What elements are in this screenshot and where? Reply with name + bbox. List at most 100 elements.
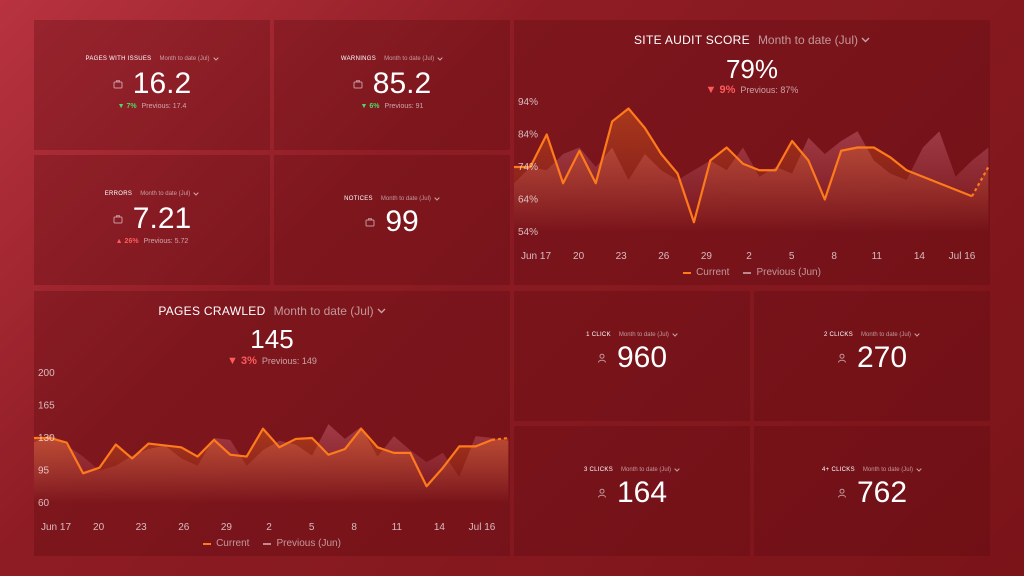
x-tick-label: 2 bbox=[746, 251, 752, 262]
tile-2-clicks[interactable]: 2 CLICKS Month to date (Jul) 270 bbox=[754, 291, 990, 421]
pages-crawled-value: 145 bbox=[250, 324, 294, 354]
chevron-down-icon bbox=[672, 333, 678, 337]
range-label: Month to date (Jul) bbox=[384, 56, 435, 62]
legend-current: Current bbox=[203, 538, 249, 549]
y-tick-label: 54% bbox=[518, 227, 538, 238]
y-tick-label: 130 bbox=[38, 433, 55, 444]
range-label: Month to date (Jul) bbox=[621, 467, 672, 473]
y-tick-label: 64% bbox=[518, 195, 538, 206]
site-audit-previous: Previous: 87% bbox=[740, 85, 799, 95]
x-tick-label: Jul 16 bbox=[469, 522, 496, 533]
briefcase-icon bbox=[353, 80, 363, 89]
chevron-down-icon bbox=[861, 37, 870, 43]
range-dropdown[interactable]: Month to date (Jul) bbox=[381, 196, 440, 202]
range-dropdown[interactable]: Month to date (Jul) bbox=[159, 56, 219, 62]
range-dropdown[interactable]: Month to date (Jul) bbox=[619, 332, 678, 338]
delta-badge: ▲ 26% bbox=[115, 238, 139, 245]
x-tick-label: Jul 16 bbox=[949, 251, 976, 262]
range-dropdown[interactable]: Month to date (Jul) bbox=[140, 191, 199, 197]
briefcase-icon bbox=[365, 218, 375, 227]
tile-warnings[interactable]: WARNINGS Month to date (Jul) 85.2 ▼ 6% P… bbox=[274, 20, 510, 150]
tile-notices[interactable]: NOTICES Month to date (Jul) 99 bbox=[274, 155, 510, 285]
user-icon bbox=[597, 488, 606, 498]
metric-value: 164 bbox=[616, 476, 668, 509]
chevron-down-icon bbox=[212, 57, 219, 61]
range-label: Month to date (Jul) bbox=[618, 332, 669, 338]
tile-title: ERRORS bbox=[104, 191, 133, 197]
tile-pages-crawled[interactable]: PAGES CRAWLED Month to date (Jul) 145 ▼ … bbox=[34, 291, 510, 556]
pages-crawled-previous: Previous: 149 bbox=[261, 356, 317, 366]
y-tick-label: 84% bbox=[518, 130, 538, 141]
previous-value: Previous: 17.4 bbox=[141, 103, 187, 110]
x-tick-label: 23 bbox=[136, 522, 148, 533]
briefcase-icon bbox=[113, 215, 123, 224]
x-tick-label: 11 bbox=[392, 522, 403, 533]
legend-previous: Previous (Jun) bbox=[263, 538, 341, 549]
tile-title: 4+ CLICKS bbox=[822, 467, 855, 473]
chevron-down-icon bbox=[377, 308, 386, 314]
chevron-down-icon bbox=[674, 468, 680, 472]
y-tick-label: 74% bbox=[518, 162, 538, 173]
delta-badge: ▼ 6% bbox=[360, 103, 380, 110]
previous-value: Previous: 91 bbox=[384, 103, 424, 110]
current-series-projection bbox=[491, 436, 509, 441]
y-tick-label: 165 bbox=[38, 401, 55, 412]
x-tick-label: 23 bbox=[616, 251, 628, 262]
range-label: Month to date (Jul) bbox=[380, 196, 431, 202]
site-audit-delta: ▼ 9% bbox=[705, 84, 736, 96]
x-tick-label: 5 bbox=[309, 522, 315, 533]
tile-title: WARNINGS bbox=[340, 56, 377, 62]
tile-4plus-clicks[interactable]: 4+ CLICKS Month to date (Jul) 762 bbox=[754, 426, 990, 556]
x-tick-label: 29 bbox=[701, 251, 713, 262]
x-tick-label: 8 bbox=[351, 522, 357, 533]
pages-crawled-range-label: Month to date (Jul) bbox=[273, 304, 374, 318]
x-tick-label: 20 bbox=[93, 522, 105, 533]
chevron-down-icon bbox=[914, 333, 920, 337]
legend-previous: Previous (Jun) bbox=[743, 267, 821, 278]
user-icon bbox=[597, 353, 606, 363]
site-audit-range-dropdown[interactable]: Month to date (Jul) bbox=[758, 33, 870, 47]
current-series-line bbox=[514, 107, 973, 224]
x-tick-label: 14 bbox=[434, 522, 446, 533]
range-label: Month to date (Jul) bbox=[159, 56, 210, 62]
site-audit-title: SITE AUDIT SCORE bbox=[634, 33, 750, 47]
site-audit-value: 79% bbox=[725, 54, 779, 84]
tile-title: NOTICES bbox=[344, 196, 373, 202]
x-tick-label: 26 bbox=[658, 251, 670, 262]
range-label: Month to date (Jul) bbox=[862, 467, 913, 473]
x-tick-label: Jun 17 bbox=[41, 522, 71, 533]
y-tick-label: 60 bbox=[38, 498, 50, 509]
chevron-down-icon bbox=[434, 197, 440, 201]
x-tick-label: 26 bbox=[178, 522, 190, 533]
tile-title: PAGES WITH ISSUES bbox=[85, 56, 152, 62]
tile-3-clicks[interactable]: 3 CLICKS Month to date (Jul) 164 bbox=[514, 426, 750, 556]
y-tick-label: 200 bbox=[38, 368, 55, 379]
metric-value: 85.2 bbox=[372, 67, 432, 100]
delta-badge: ▼ 7% bbox=[117, 103, 137, 110]
pages-crawled-delta: ▼ 3% bbox=[227, 355, 257, 367]
briefcase-icon bbox=[113, 80, 123, 89]
tile-site-audit-score[interactable]: SITE AUDIT SCORE Month to date (Jul) 79%… bbox=[514, 20, 990, 285]
metric-value: 16.2 bbox=[132, 67, 192, 100]
range-dropdown[interactable]: Month to date (Jul) bbox=[621, 467, 680, 473]
range-label: Month to date (Jul) bbox=[140, 191, 191, 197]
tile-1-click[interactable]: 1 CLICK Month to date (Jul) 960 bbox=[514, 291, 750, 421]
tile-errors[interactable]: ERRORS Month to date (Jul) 7.21 ▲ 26% Pr… bbox=[34, 155, 270, 285]
x-tick-label: 5 bbox=[789, 251, 795, 262]
legend-current: Current bbox=[683, 267, 729, 278]
current-series-area bbox=[34, 428, 509, 503]
x-tick-label: 14 bbox=[914, 251, 926, 262]
current-series-area bbox=[514, 108, 989, 232]
y-tick-label: 94% bbox=[518, 97, 538, 108]
range-dropdown[interactable]: Month to date (Jul) bbox=[863, 467, 922, 473]
tile-title: 3 CLICKS bbox=[583, 467, 614, 473]
x-tick-label: 11 bbox=[872, 251, 883, 262]
y-tick-label: 95 bbox=[38, 466, 50, 477]
pages-crawled-range-dropdown[interactable]: Month to date (Jul) bbox=[274, 304, 386, 318]
range-dropdown[interactable]: Month to date (Jul) bbox=[861, 332, 920, 338]
metric-value: 960 bbox=[616, 341, 668, 374]
tile-pages-with-issues[interactable]: PAGES WITH ISSUES Month to date (Jul) 16… bbox=[34, 20, 270, 150]
tile-title: 1 CLICK bbox=[586, 332, 611, 338]
metric-value: 7.21 bbox=[132, 202, 192, 235]
range-dropdown[interactable]: Month to date (Jul) bbox=[384, 56, 443, 62]
